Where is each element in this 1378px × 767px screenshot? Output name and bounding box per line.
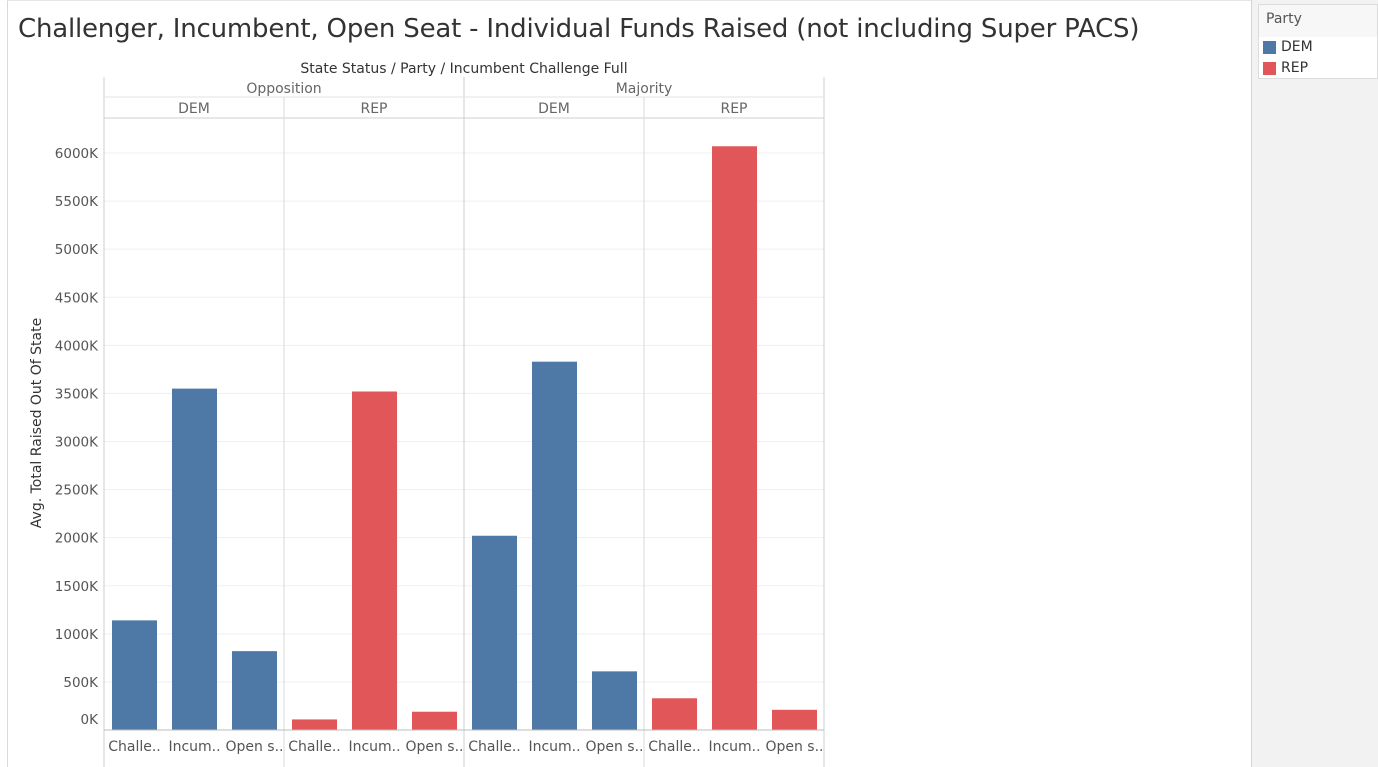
legend-header (1259, 5, 1377, 37)
legend-swatch-dem (1263, 41, 1276, 54)
bar-opposition-dem-2 (232, 651, 277, 730)
bar-majority-dem-2 (592, 671, 637, 730)
y-tick-label: 0K (81, 712, 100, 728)
x-tick-label: Challe.. (468, 739, 521, 755)
x-tick-label: Incum.. (168, 739, 220, 755)
x-tick-label: Open s.. (225, 739, 283, 755)
chart-title: Challenger, Incumbent, Open Seat - Indiv… (18, 14, 1140, 44)
legend-swatch-rep (1263, 62, 1276, 75)
legend-title: Party (1266, 11, 1302, 27)
x-tick-label: Challe.. (108, 739, 161, 755)
bar-opposition-dem-1 (172, 388, 217, 730)
legend-label-dem: DEM (1281, 39, 1313, 55)
y-tick-label: 3500K (55, 386, 99, 402)
column-header-title: State Status / Party / Incumbent Challen… (300, 61, 627, 77)
y-tick-label: 3000K (55, 435, 99, 451)
bar-majority-dem-1 (532, 361, 577, 730)
party-header-dem: DEM (538, 101, 570, 117)
status-header-opposition: Opposition (246, 81, 321, 97)
y-tick-label: 500K (63, 675, 99, 691)
side-panel (1251, 0, 1378, 767)
y-tick-label: 2000K (55, 531, 99, 547)
y-axis-title: Avg. Total Raised Out Of State (29, 318, 45, 528)
y-tick-label: 2500K (55, 483, 99, 499)
bar-opposition-rep-1 (352, 391, 397, 730)
bar-majority-dem-0 (472, 535, 517, 730)
bar-majority-rep-2 (772, 709, 817, 730)
party-header-rep: REP (360, 101, 387, 117)
bar-majority-rep-0 (652, 698, 697, 730)
y-tick-label: 5000K (55, 242, 99, 258)
x-tick-label: Open s.. (765, 739, 823, 755)
bar-opposition-rep-2 (412, 711, 457, 730)
x-tick-label: Incum.. (528, 739, 580, 755)
bar-majority-rep-1 (712, 146, 757, 731)
x-tick-label: Incum.. (348, 739, 400, 755)
party-header-rep: REP (720, 101, 747, 117)
x-tick-label: Incum.. (708, 739, 760, 755)
x-tick-label: Challe.. (288, 739, 341, 755)
y-tick-label: 5500K (55, 194, 99, 210)
party-header-dem: DEM (178, 101, 210, 117)
x-tick-label: Open s.. (405, 739, 463, 755)
y-tick-label: 6000K (55, 146, 99, 162)
bar-opposition-rep-0 (292, 719, 337, 730)
y-tick-label: 4500K (55, 290, 99, 306)
view-left-border (7, 0, 8, 767)
color-legend[interactable]: Party DEM REP (1258, 4, 1378, 79)
view-top-border (7, 0, 1251, 1)
legend-label-rep: REP (1281, 60, 1309, 76)
status-header-majority: Majority (616, 81, 673, 97)
y-tick-label: 1000K (55, 627, 99, 643)
x-tick-label: Challe.. (648, 739, 701, 755)
y-tick-label: 4000K (55, 338, 99, 354)
x-tick-label: Open s.. (585, 739, 643, 755)
y-tick-label: 1500K (55, 579, 99, 595)
bar-chart: State Status / Party / Incumbent Challen… (29, 61, 825, 767)
bar-opposition-dem-0 (112, 620, 157, 730)
